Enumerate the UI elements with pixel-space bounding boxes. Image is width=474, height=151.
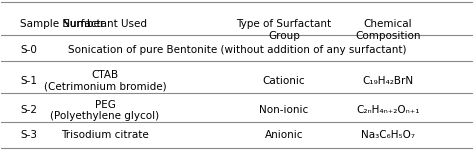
Text: Sonication of pure Bentonite (without addition of any surfactant): Sonication of pure Bentonite (without ad…	[68, 45, 406, 55]
Text: Anionic: Anionic	[265, 130, 303, 140]
Text: S-1: S-1	[20, 76, 37, 86]
Text: C₁₉H₄₂BrN: C₁₉H₄₂BrN	[362, 76, 413, 86]
Text: Type of Surfactant
Group: Type of Surfactant Group	[237, 19, 332, 41]
Text: S-3: S-3	[20, 130, 37, 140]
Text: S-2: S-2	[20, 105, 37, 115]
Text: Sample Number: Sample Number	[20, 19, 104, 29]
Text: Trisodium citrate: Trisodium citrate	[61, 130, 149, 140]
Text: Surfactant Used: Surfactant Used	[63, 19, 147, 29]
Text: Na₃C₆H₅O₇: Na₃C₆H₅O₇	[361, 130, 415, 140]
Text: Cationic: Cationic	[263, 76, 305, 86]
Text: CTAB
(Cetrimonium bromide): CTAB (Cetrimonium bromide)	[44, 70, 166, 92]
Text: Chemical
Composition: Chemical Composition	[355, 19, 420, 41]
Text: S-0: S-0	[20, 45, 37, 55]
Text: C₂ₙH₄ₙ₊₂Oₙ₊₁: C₂ₙH₄ₙ₊₂Oₙ₊₁	[356, 105, 419, 115]
Text: PEG
(Polyethylene glycol): PEG (Polyethylene glycol)	[51, 100, 160, 121]
Text: Non-ionic: Non-ionic	[259, 105, 309, 115]
